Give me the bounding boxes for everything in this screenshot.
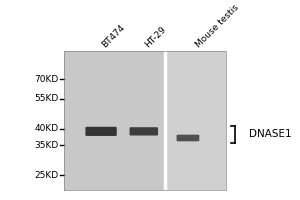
Text: 40KD: 40KD <box>34 124 58 133</box>
Text: 55KD: 55KD <box>34 94 58 103</box>
Text: HT-29: HT-29 <box>143 25 168 49</box>
Text: Mouse testis: Mouse testis <box>194 3 241 49</box>
Text: 70KD: 70KD <box>34 75 58 84</box>
Text: BT474: BT474 <box>100 23 127 49</box>
FancyBboxPatch shape <box>130 127 158 136</box>
Text: DNASE1: DNASE1 <box>249 129 292 139</box>
Bar <box>166 51 226 190</box>
Text: 35KD: 35KD <box>34 141 58 150</box>
Bar <box>64 51 165 190</box>
Text: 25KD: 25KD <box>34 171 58 180</box>
FancyBboxPatch shape <box>177 135 199 141</box>
FancyBboxPatch shape <box>85 127 117 136</box>
